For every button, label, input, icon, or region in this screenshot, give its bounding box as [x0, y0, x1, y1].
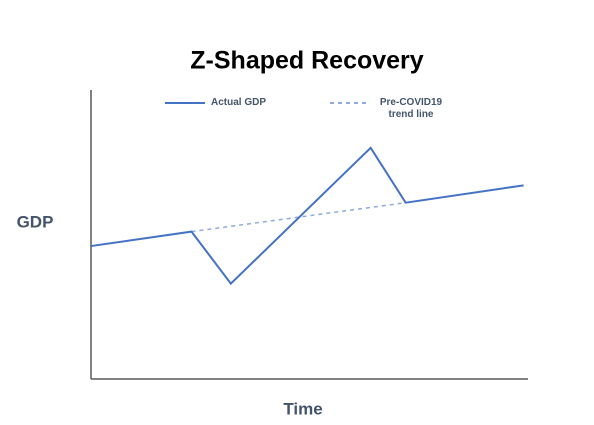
legend-item: Actual GDP: [165, 97, 266, 109]
x-axis-label: Time: [283, 399, 322, 418]
y-axis-label: GDP: [17, 212, 54, 231]
data-line: [90, 146, 524, 286]
legend-label: Pre-COVID19 trend line: [379, 97, 443, 120]
legend-item: Pre-COVID19 trend line: [330, 97, 446, 121]
chart-title: Z-Shaped Recovery: [190, 47, 424, 75]
legend-swatch: [165, 102, 205, 104]
legend-swatch: [330, 102, 370, 104]
legend-label: Actual GDP: [211, 97, 267, 108]
